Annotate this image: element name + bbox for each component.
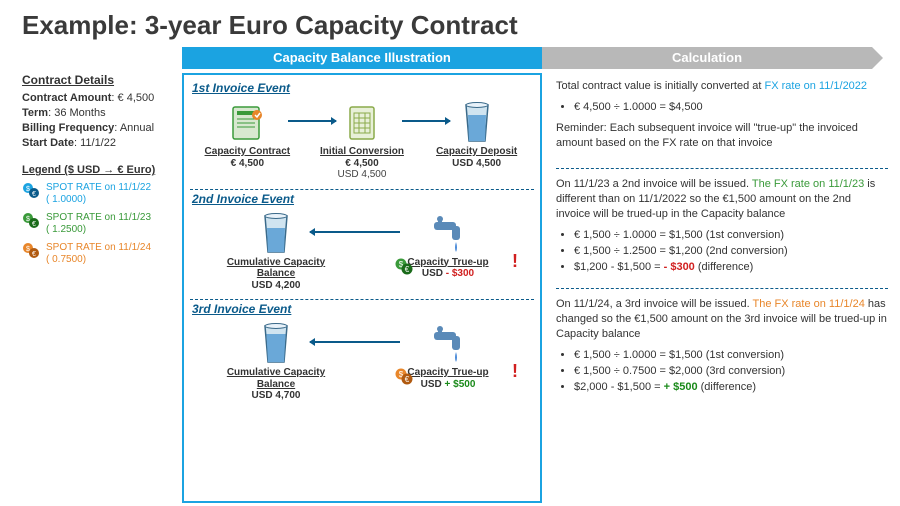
legend-item-2: $€ SPOT RATE on 11/1/23( 1.2500) [22,212,176,236]
legend-heading: Legend ($ USD → € Euro) [22,164,176,176]
event2-title: 2nd Invoice Event [192,192,534,206]
alert-icon: ! [512,361,518,382]
fx-mini-icon: $€ [394,367,414,388]
conversion-doc-icon [309,100,414,146]
svg-text:€: € [32,221,36,228]
alert-icon: ! [512,251,518,272]
svg-text:€: € [32,191,36,198]
fx-mini-icon: $€ [394,257,414,278]
faucet-icon [383,211,513,257]
glass-icon [211,211,341,257]
calc-block-3: On 11/1/24, a 3rd invoice will be issued… [556,297,888,394]
event2-row: $€ Cumulative Capacity Balance USD 4,200 [190,209,534,298]
calc-block-1: Total contract value is initially conver… [556,73,888,150]
contract-start: Start Date: 11/1/22 [22,136,176,151]
fx-icon: $€ [22,212,40,228]
svg-text:€: € [405,375,410,384]
contract-doc-icon [195,100,300,146]
contract-billing: Billing Frequency: Annual [22,121,176,136]
event3-title: 3rd Invoice Event [192,302,534,316]
fx-icon: $€ [22,242,40,258]
faucet-icon [383,321,513,367]
event1-title: 1st Invoice Event [192,81,534,95]
legend-item-3: $€ SPOT RATE on 11/1/24( 0.7500) [22,242,176,266]
event1-row: Capacity Contract € 4,500 Initial Conver… [190,98,534,187]
svg-text:€: € [32,251,36,258]
capacity-box: 1st Invoice Event Capacity Contract € 4,… [182,73,542,503]
contract-heading: Contract Details [22,73,176,87]
legend-item-1: $€ SPOT RATE on 11/1/22( 1.0000) [22,182,176,206]
fx-icon: $€ [22,182,40,198]
calc-column: Total contract value is initially conver… [542,73,888,503]
svg-text:€: € [405,265,410,274]
banner-calc: Calculation [542,47,872,69]
banner-capacity: Capacity Balance Illustration [182,47,542,69]
banner-row: Capacity Balance Illustration Calculatio… [182,47,888,69]
event3-row: $€ Cumulative Capacity Balance USD 4,700 [190,319,534,408]
contract-term: Term: 36 Months [22,106,176,121]
calc-block-2: On 11/1/23 a 2nd invoice will be issued.… [556,177,888,274]
glass-icon [211,321,341,367]
page-title: Example: 3-year Euro Capacity Contract [0,0,900,47]
left-column: Contract Details Contract Amount: € 4,50… [22,47,182,503]
glass-icon [424,100,529,146]
contract-amount: Contract Amount: € 4,500 [22,91,176,106]
